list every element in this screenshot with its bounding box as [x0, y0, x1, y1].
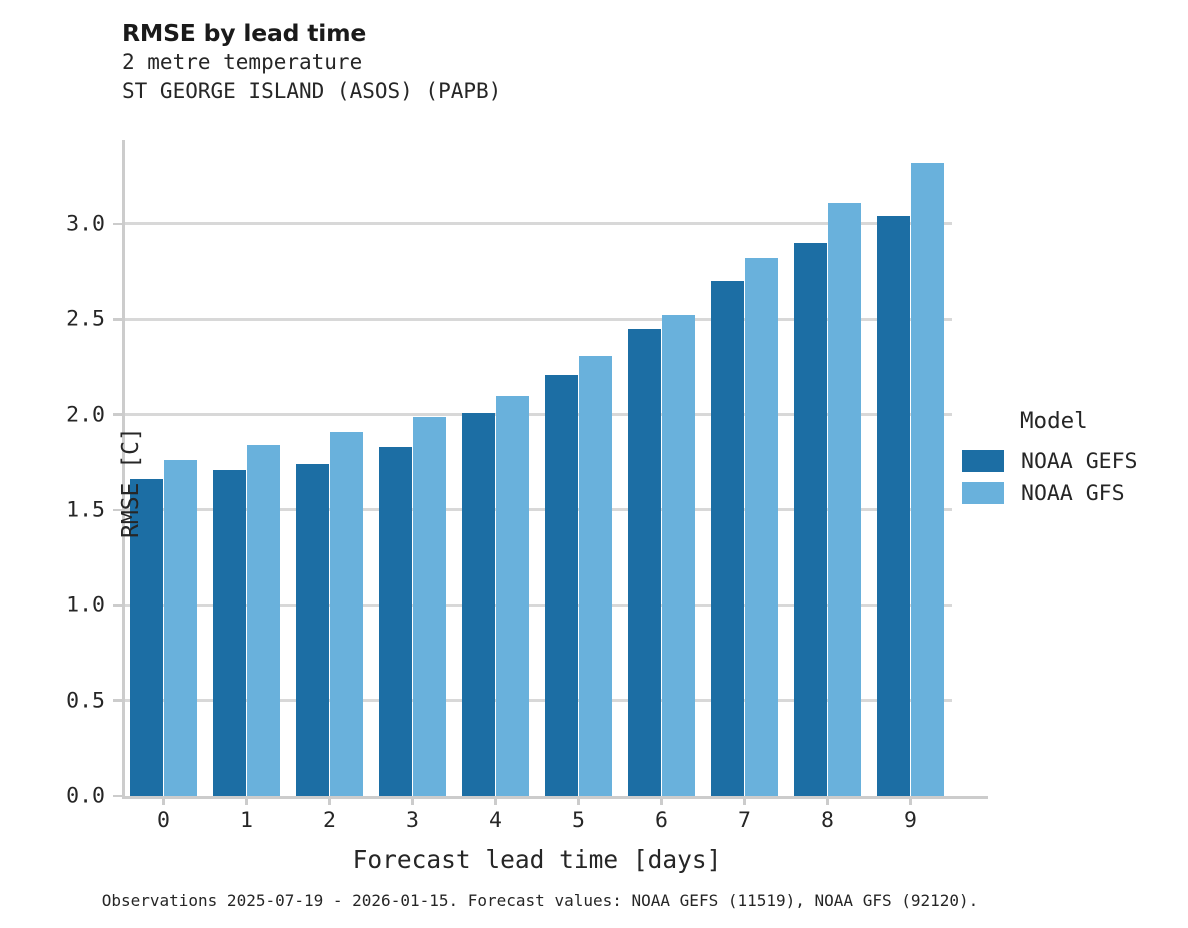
bar-noaa-gefs-lead-5 — [545, 374, 579, 796]
x-axis-label: Forecast lead time [days] — [352, 845, 722, 874]
y-tick-mark — [113, 508, 122, 512]
y-tick-label: 1.5 — [66, 497, 105, 523]
gridline — [125, 699, 952, 703]
bar-noaa-gfs-lead-2 — [329, 431, 363, 796]
bar-noaa-gfs-lead-4 — [495, 395, 529, 796]
y-tick-label: 2.5 — [66, 306, 105, 332]
bars-layer — [122, 140, 952, 796]
title-block: RMSE by lead time 2 metre temperature ST… — [122, 18, 962, 106]
x-tick-label: 5 — [572, 808, 585, 833]
bar-noaa-gfs-lead-7 — [744, 258, 778, 796]
x-tick-label: 1 — [240, 808, 253, 833]
x-tick-mark — [826, 796, 829, 805]
bar-noaa-gefs-lead-6 — [628, 328, 662, 796]
y-axis-spine — [122, 140, 125, 796]
x-tick-mark — [411, 796, 414, 805]
chart-subtitle-variable: 2 metre temperature — [122, 50, 363, 74]
y-tick-label: 1.0 — [66, 592, 105, 618]
bar-noaa-gfs-lead-5 — [578, 355, 612, 796]
bar-noaa-gefs-lead-9 — [877, 216, 911, 796]
x-tick-label: 3 — [406, 808, 419, 833]
y-tick-mark — [113, 794, 122, 798]
legend: Model NOAA GEFS NOAA GFS — [962, 408, 1182, 509]
gridline — [125, 222, 952, 226]
x-tick-mark — [328, 796, 331, 805]
x-tick-label: 0 — [157, 808, 170, 833]
x-tick-mark — [494, 796, 497, 805]
page-title: RMSE by lead time — [122, 19, 367, 47]
bar-noaa-gfs-lead-3 — [412, 416, 446, 796]
y-tick-mark — [113, 318, 122, 321]
gridline — [125, 317, 952, 321]
gridline — [125, 603, 952, 607]
plot-area: 0.0 0.5 1.0 1.5 2.0 2.5 3.0 0 1 2 3 4 5 6 7 8 9 RMSE [C… — [66, 140, 988, 831]
y-tick-label: 2.0 — [66, 401, 105, 427]
bar-noaa-gfs-lead-9 — [910, 162, 944, 796]
x-tick-label: 4 — [489, 808, 502, 833]
x-tick-label: 6 — [655, 808, 668, 833]
bar-noaa-gfs-lead-0 — [163, 460, 197, 796]
legend-item-gefs[interactable]: NOAA GEFS — [962, 445, 1182, 477]
y-tick-label: 0.0 — [66, 783, 105, 809]
x-tick-mark — [660, 796, 663, 805]
x-tick-mark — [909, 796, 912, 805]
y-tick-mark — [113, 604, 122, 607]
chart-subtitle-station: ST GEORGE ISLAND (ASOS) (PAPB) — [122, 79, 502, 103]
gridline — [125, 413, 952, 417]
bar-noaa-gefs-lead-0 — [130, 479, 164, 796]
gridline — [125, 508, 952, 512]
bar-noaa-gefs-lead-8 — [794, 242, 828, 796]
x-tick-label: 8 — [821, 808, 834, 833]
bar-noaa-gefs-lead-7 — [711, 281, 745, 796]
x-tick-mark — [577, 796, 580, 805]
chart-caption: Observations 2025-07-19 - 2026-01-15. Fo… — [101, 891, 979, 910]
bar-noaa-gfs-lead-1 — [246, 445, 280, 796]
x-axis-spine — [122, 796, 988, 799]
legend-swatch-icon-gfs — [962, 482, 1004, 504]
bar-noaa-gfs-lead-8 — [827, 202, 861, 796]
y-tick-mark — [113, 413, 122, 416]
x-tick-mark — [162, 796, 165, 805]
bar-noaa-gefs-lead-2 — [296, 464, 330, 796]
y-tick-label: 0.5 — [66, 687, 105, 713]
legend-swatch-icon-gefs — [962, 450, 1004, 472]
y-tick-mark — [113, 699, 122, 702]
bar-noaa-gefs-lead-1 — [213, 469, 247, 796]
x-tick-label: 9 — [904, 808, 917, 833]
legend-label-gfs: NOAA GFS — [1021, 480, 1125, 506]
x-tick-mark — [245, 796, 248, 805]
legend-title: Model — [1020, 408, 1088, 434]
y-axis-label: RMSE [C] — [118, 427, 144, 538]
x-tick-label: 7 — [738, 808, 751, 833]
y-tick-mark — [113, 222, 122, 226]
legend-label-gefs: NOAA GEFS — [1021, 448, 1138, 474]
bar-noaa-gfs-lead-6 — [661, 315, 695, 796]
y-tick-label: 3.0 — [66, 211, 105, 237]
bar-noaa-gefs-lead-4 — [462, 412, 496, 796]
x-tick-label: 2 — [323, 808, 336, 833]
bar-noaa-gefs-lead-3 — [379, 447, 413, 796]
legend-item-gfs[interactable]: NOAA GFS — [962, 477, 1182, 509]
x-tick-mark — [743, 796, 746, 805]
